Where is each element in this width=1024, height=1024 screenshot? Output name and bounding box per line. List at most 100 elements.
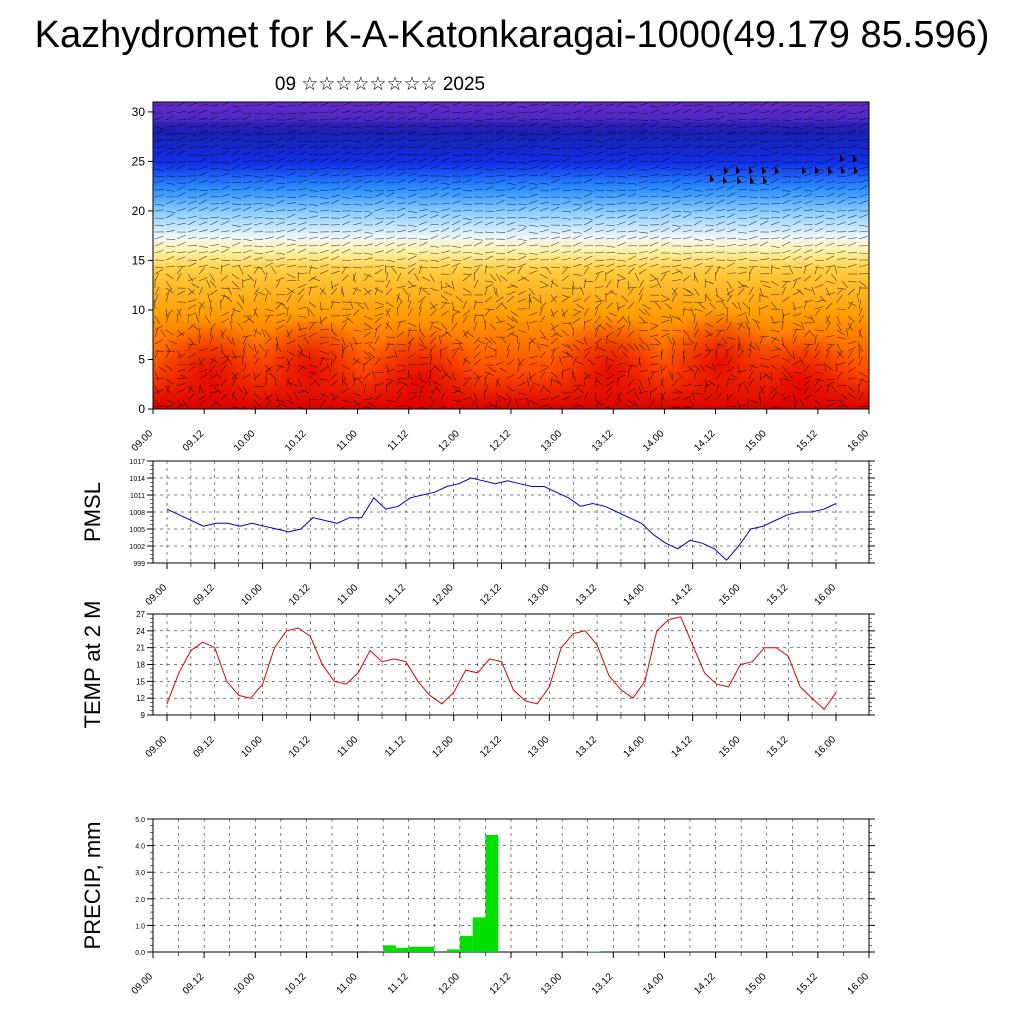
wind-vector: [700, 364, 706, 373]
wind-vector: [319, 242, 329, 247]
wind-vector: [572, 248, 582, 254]
wind-vector: [253, 207, 263, 212]
wind-vector: [638, 257, 648, 261]
wind-vector: [418, 357, 428, 359]
wind-vector: [539, 336, 549, 340]
wind-vector: [627, 136, 637, 142]
wind-vector: [418, 164, 428, 170]
wind-vector: [363, 243, 373, 247]
wind-vector: [561, 322, 571, 325]
wind-vector: [330, 133, 340, 136]
wind-vector: [313, 379, 321, 387]
wind-vector: [352, 402, 361, 408]
precip-bar: [472, 917, 486, 952]
wind-vector: [539, 285, 549, 289]
wind-vector: [341, 173, 351, 177]
wind-vector: [220, 193, 230, 198]
wind-vector: [286, 265, 296, 268]
wind-vector: [660, 202, 670, 205]
wind-vector: [550, 371, 559, 379]
wind-vector: [803, 179, 813, 184]
wind-vector: [385, 399, 395, 403]
wind-vector: [330, 238, 340, 240]
wind-vector: [484, 321, 487, 331]
wind-vector: [242, 294, 244, 304]
wind-vector: [792, 301, 796, 311]
wind-vector: [231, 175, 241, 178]
wind-vector: [737, 102, 747, 107]
wind-vector: [660, 258, 670, 261]
wind-vector: [374, 316, 382, 324]
wind-vector: [781, 280, 791, 283]
wind-vector: [231, 224, 241, 227]
wind-vector: [814, 306, 824, 310]
wind-vector: [634, 272, 640, 282]
wind-vector: [385, 369, 395, 373]
wind-vector: [396, 248, 406, 254]
wind-vector: [671, 147, 682, 149]
wind-vector: [352, 371, 355, 381]
wind-vector: [824, 363, 827, 373]
wind-vector: [571, 370, 574, 380]
wind-vector: [330, 158, 340, 163]
wind-vector: [575, 403, 585, 408]
wind-vector: [792, 181, 802, 184]
wind-vector: [770, 348, 780, 352]
wind-vector: [638, 329, 648, 332]
wind-flag: [840, 154, 844, 162]
wind-vector: [517, 265, 523, 275]
wind-vector: [154, 235, 164, 240]
wind-vector: [198, 117, 208, 121]
wind-vector: [506, 331, 515, 338]
wind-vector: [847, 346, 857, 352]
wind-vector: [176, 290, 186, 296]
wind-vector: [671, 237, 681, 240]
wind-vector: [748, 294, 754, 303]
wind-vector: [825, 171, 835, 177]
wind-vector: [858, 161, 868, 164]
wind-vector: [726, 336, 736, 340]
wind-vector: [308, 286, 318, 289]
wind-vector: [341, 266, 347, 275]
wind-vector: [715, 329, 725, 332]
y-tick-label: 15: [132, 253, 146, 267]
wind-vector: [693, 172, 703, 177]
wind-vector: [396, 392, 403, 401]
wind-vector: [242, 122, 252, 128]
wind-vector: [495, 361, 505, 366]
wind-vector: [231, 105, 241, 108]
wind-vector: [473, 399, 479, 409]
wind-vector: [209, 357, 218, 364]
wind-vector: [660, 329, 670, 332]
wind-vector: [407, 342, 412, 352]
wind-vector: [506, 291, 516, 296]
wind-vector: [198, 199, 208, 205]
wind-vector: [704, 238, 714, 241]
wind-vector: [781, 167, 791, 170]
wind-vector: [440, 132, 450, 135]
wind-vector: [242, 216, 252, 219]
wind-vector: [440, 322, 448, 330]
wind-flag: [763, 176, 767, 184]
wind-vector: [297, 168, 307, 170]
wind-vector: [253, 112, 263, 115]
wind-vector: [286, 279, 296, 282]
wind-vector: [627, 230, 637, 233]
wind-vector: [418, 363, 428, 366]
wind-vector: [440, 105, 450, 108]
wind-vector: [814, 132, 824, 135]
wind-vector: [418, 188, 428, 191]
wind-vector: [385, 126, 395, 129]
wind-vector: [176, 192, 186, 198]
wind-vector: [429, 266, 439, 269]
wind-vector: [165, 200, 175, 205]
wind-vector: [482, 314, 486, 324]
wind-vector: [770, 186, 780, 191]
wind-vector: [737, 217, 747, 220]
wind-vector: [352, 309, 360, 317]
wind-vector: [550, 147, 560, 150]
wind-vector: [811, 286, 816, 296]
precip-xtick-label: 15.12: [795, 971, 821, 997]
wind-vector: [517, 252, 527, 255]
wind-vector: [715, 194, 725, 198]
